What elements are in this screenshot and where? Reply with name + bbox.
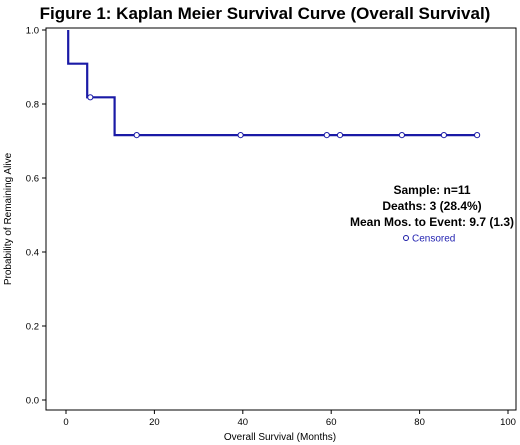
survival-step-line bbox=[67, 30, 478, 137]
y-tick-label: 0.0 bbox=[26, 396, 39, 407]
x-tick-label: 100 bbox=[500, 417, 516, 428]
censored-marker bbox=[323, 132, 330, 139]
censored-marker bbox=[87, 94, 94, 101]
x-axis-ticks: 0 20 40 60 80 100 bbox=[63, 410, 516, 428]
legend: Censored bbox=[403, 234, 455, 245]
legend-censored-marker bbox=[403, 235, 409, 241]
x-tick-label: 0 bbox=[63, 417, 68, 428]
legend-censored-label: Censored bbox=[412, 234, 455, 245]
censored-marker bbox=[133, 132, 140, 139]
y-axis-label: Probability of Remaining Alive bbox=[3, 152, 14, 285]
censored-marker bbox=[336, 132, 344, 139]
censored-marker bbox=[398, 132, 405, 139]
annotation-mean: Mean Mos. to Event: 9.7 (1.3) bbox=[350, 215, 514, 229]
survival-series bbox=[67, 30, 481, 139]
chart-title: Figure 1: Kaplan Meier Survival Curve (O… bbox=[40, 4, 491, 23]
y-tick-label: 0.6 bbox=[26, 174, 39, 185]
y-tick-label: 0.2 bbox=[26, 322, 39, 333]
censored-marker bbox=[237, 132, 244, 139]
x-tick-label: 40 bbox=[238, 417, 249, 428]
y-tick-label: 1.0 bbox=[26, 26, 39, 37]
x-tick-label: 20 bbox=[149, 417, 160, 428]
censored-marker bbox=[474, 132, 481, 139]
y-tick-label: 0.4 bbox=[26, 248, 39, 259]
y-axis-ticks: 0.0 0.2 0.4 0.6 0.8 1.0 bbox=[26, 26, 46, 407]
x-axis-label: Overall Survival (Months) bbox=[224, 432, 336, 443]
x-tick-label: 80 bbox=[414, 417, 425, 428]
x-tick-label: 60 bbox=[326, 417, 337, 428]
annotation-deaths: Deaths: 3 (28.4%) bbox=[382, 199, 481, 213]
censored-marker bbox=[440, 132, 447, 139]
plot-frame bbox=[45, 27, 517, 411]
y-tick-label: 0.8 bbox=[26, 100, 39, 111]
annotation-sample: Sample: n=11 bbox=[393, 183, 470, 197]
